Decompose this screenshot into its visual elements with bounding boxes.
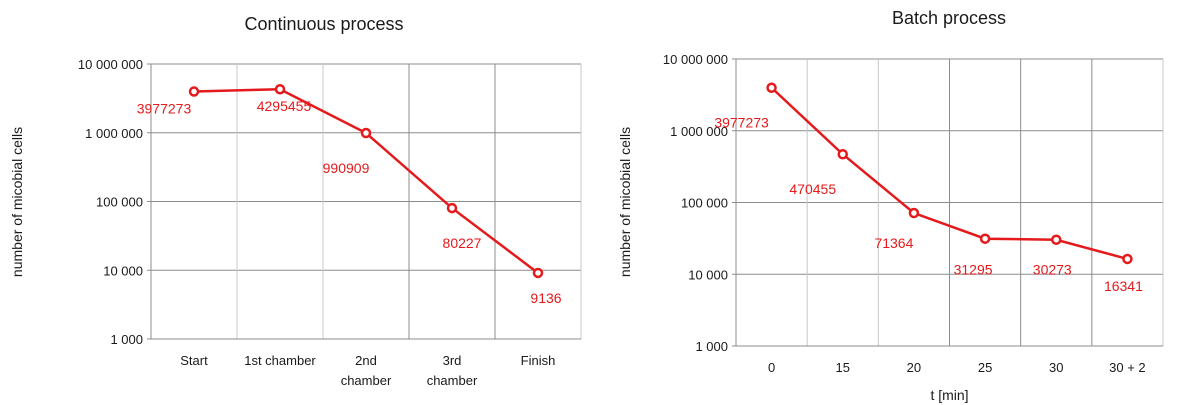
- y-tick-label: 1 000 000: [670, 124, 728, 139]
- y-tick-label: 1 000: [110, 332, 143, 347]
- y-tick-label: 1 000 000: [85, 126, 143, 141]
- data-point: [908, 207, 920, 219]
- data-label: 30273: [1033, 262, 1072, 278]
- series-line: [193, 87, 539, 274]
- x-tick-label: 30: [1049, 360, 1063, 375]
- data-point: [532, 267, 544, 279]
- data-label: 31295: [954, 262, 993, 278]
- x-axis-label: t [min]: [930, 387, 968, 403]
- batch-process-chart: Batch process number of micobial cells t…: [617, 8, 1164, 403]
- x-tick-label-line: 20: [907, 360, 921, 375]
- x-tick-label: Finish: [521, 353, 556, 368]
- y-axis-label: number of micobial cells: [617, 127, 633, 277]
- y-tick-label: 10 000 000: [78, 57, 143, 72]
- data-label: 470455: [789, 181, 836, 197]
- x-tick-label: 20: [907, 360, 921, 375]
- y-tick-label: 100 000: [96, 195, 143, 210]
- data-point: [766, 82, 777, 93]
- x-tick-label-line: 0: [768, 360, 775, 375]
- x-tick-label: 25: [978, 360, 992, 375]
- data-label: 80227: [443, 235, 482, 251]
- y-tick-label: 10 000: [688, 267, 728, 282]
- chart-title: Batch process: [892, 8, 1006, 28]
- data-point: [360, 127, 372, 139]
- x-tick-label: 15: [836, 360, 850, 375]
- x-tick-label-line: 15: [836, 360, 850, 375]
- data-point: [446, 202, 458, 214]
- x-tick-label-line: 2nd: [355, 353, 377, 368]
- series-line: [770, 86, 1128, 261]
- x-tick-label: 30 + 2: [1109, 360, 1146, 375]
- data-point: [979, 233, 991, 244]
- data-label: 3977273: [714, 115, 769, 131]
- x-tick-label-line: Start: [180, 353, 208, 368]
- x-tick-label-line: 30: [1049, 360, 1063, 375]
- data-point: [188, 86, 200, 97]
- data-label: 9136: [530, 290, 561, 306]
- data-point: [837, 148, 848, 160]
- x-tick-label-line: chamber: [341, 373, 392, 388]
- x-tick-label: 0: [768, 360, 775, 375]
- chart-title: Continuous process: [244, 14, 403, 34]
- x-tick-label-line: chamber: [427, 373, 478, 388]
- y-tick-label: 10 000 000: [663, 52, 728, 67]
- data-label: 71364: [874, 235, 913, 251]
- y-tick-label: 10 000: [103, 263, 143, 278]
- x-tick-label: 1st chamber: [244, 353, 316, 368]
- x-tick-label-line: 25: [978, 360, 992, 375]
- y-axis-label: number of micobial cells: [9, 127, 25, 277]
- x-tick-label: 3rd chamber: [427, 353, 478, 388]
- data-point: [1122, 253, 1133, 265]
- continuous-process-chart: Continuous process number of micobial ce…: [9, 14, 582, 388]
- x-tick-label-line: 30 + 2: [1109, 360, 1146, 375]
- x-tick-label-line: Finish: [521, 353, 556, 368]
- x-tick-label: 2nd chamber: [341, 353, 392, 388]
- data-label: 4295455: [257, 98, 312, 114]
- data-point: [274, 83, 286, 95]
- data-point: [1051, 234, 1062, 245]
- x-tick-label-line: 3rd: [443, 353, 462, 368]
- data-label: 16341: [1104, 278, 1143, 294]
- y-tick-label: 100 000: [681, 196, 728, 211]
- x-tick-label: Start: [180, 353, 208, 368]
- data-label: 3977273: [137, 101, 192, 117]
- data-label: 990909: [323, 160, 370, 176]
- y-tick-label: 1 000: [695, 339, 728, 354]
- x-tick-label-line: 1st chamber: [244, 353, 316, 368]
